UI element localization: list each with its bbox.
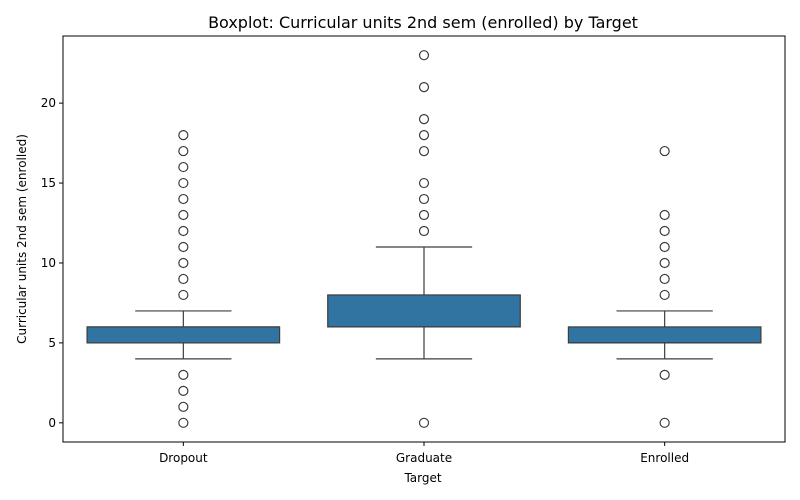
- outlier-point: [418, 114, 430, 125]
- outlier-point: [178, 145, 189, 157]
- outlier-point: [178, 161, 189, 173]
- x-tick-label: Graduate: [396, 451, 452, 465]
- outlier-point: [659, 273, 670, 285]
- box-group-dropout: [86, 130, 281, 428]
- outlier-point: [178, 273, 189, 285]
- x-tick-label: Dropout: [159, 451, 208, 465]
- box-group-graduate: [327, 50, 521, 428]
- chart-title: Boxplot: Curricular units 2nd sem (enrol…: [208, 13, 638, 32]
- plot-area: [86, 50, 762, 428]
- outlier-point: [178, 257, 189, 269]
- outlier-point: [659, 145, 670, 157]
- outlier-point: [178, 130, 189, 141]
- outlier-point: [659, 289, 670, 301]
- outlier-point: [418, 225, 430, 237]
- outlier-point: [178, 225, 189, 237]
- y-tick-label: 20: [41, 96, 56, 110]
- outlier-point: [659, 209, 670, 221]
- outlier-point: [418, 145, 430, 157]
- outlier-point: [178, 385, 189, 396]
- outlier-point: [178, 193, 189, 205]
- outlier-point: [659, 369, 670, 380]
- y-axis-label: Curricular units 2nd sem (enrolled): [15, 134, 29, 344]
- outlier-point: [659, 241, 670, 253]
- outlier-point: [418, 177, 430, 189]
- outlier-point: [178, 401, 189, 412]
- outlier-point: [178, 417, 189, 428]
- box-iqr: [86, 326, 281, 344]
- outlier-point: [418, 417, 430, 428]
- outlier-point: [659, 417, 670, 428]
- outlier-point: [418, 50, 430, 61]
- y-tick-label: 5: [48, 336, 56, 350]
- y-tick-label: 10: [41, 256, 56, 270]
- outlier-point: [418, 209, 430, 221]
- outlier-point: [659, 225, 670, 237]
- box-iqr: [327, 294, 521, 328]
- outlier-point: [178, 289, 189, 301]
- box-iqr: [567, 326, 762, 344]
- plot-frame: [62, 35, 786, 443]
- outlier-point: [659, 257, 670, 269]
- y-tick-label: 0: [48, 416, 56, 430]
- outlier-point: [178, 177, 189, 189]
- outlier-point: [178, 209, 189, 221]
- outlier-point: [418, 82, 430, 93]
- x-axis-label: Target: [403, 471, 441, 485]
- outlier-point: [178, 369, 189, 380]
- y-tick-label: 15: [41, 176, 56, 190]
- outlier-point: [418, 130, 430, 141]
- outlier-point: [418, 193, 430, 205]
- box-group-enrolled: [567, 145, 762, 428]
- outlier-point: [178, 241, 189, 253]
- x-tick-label: Enrolled: [640, 451, 689, 465]
